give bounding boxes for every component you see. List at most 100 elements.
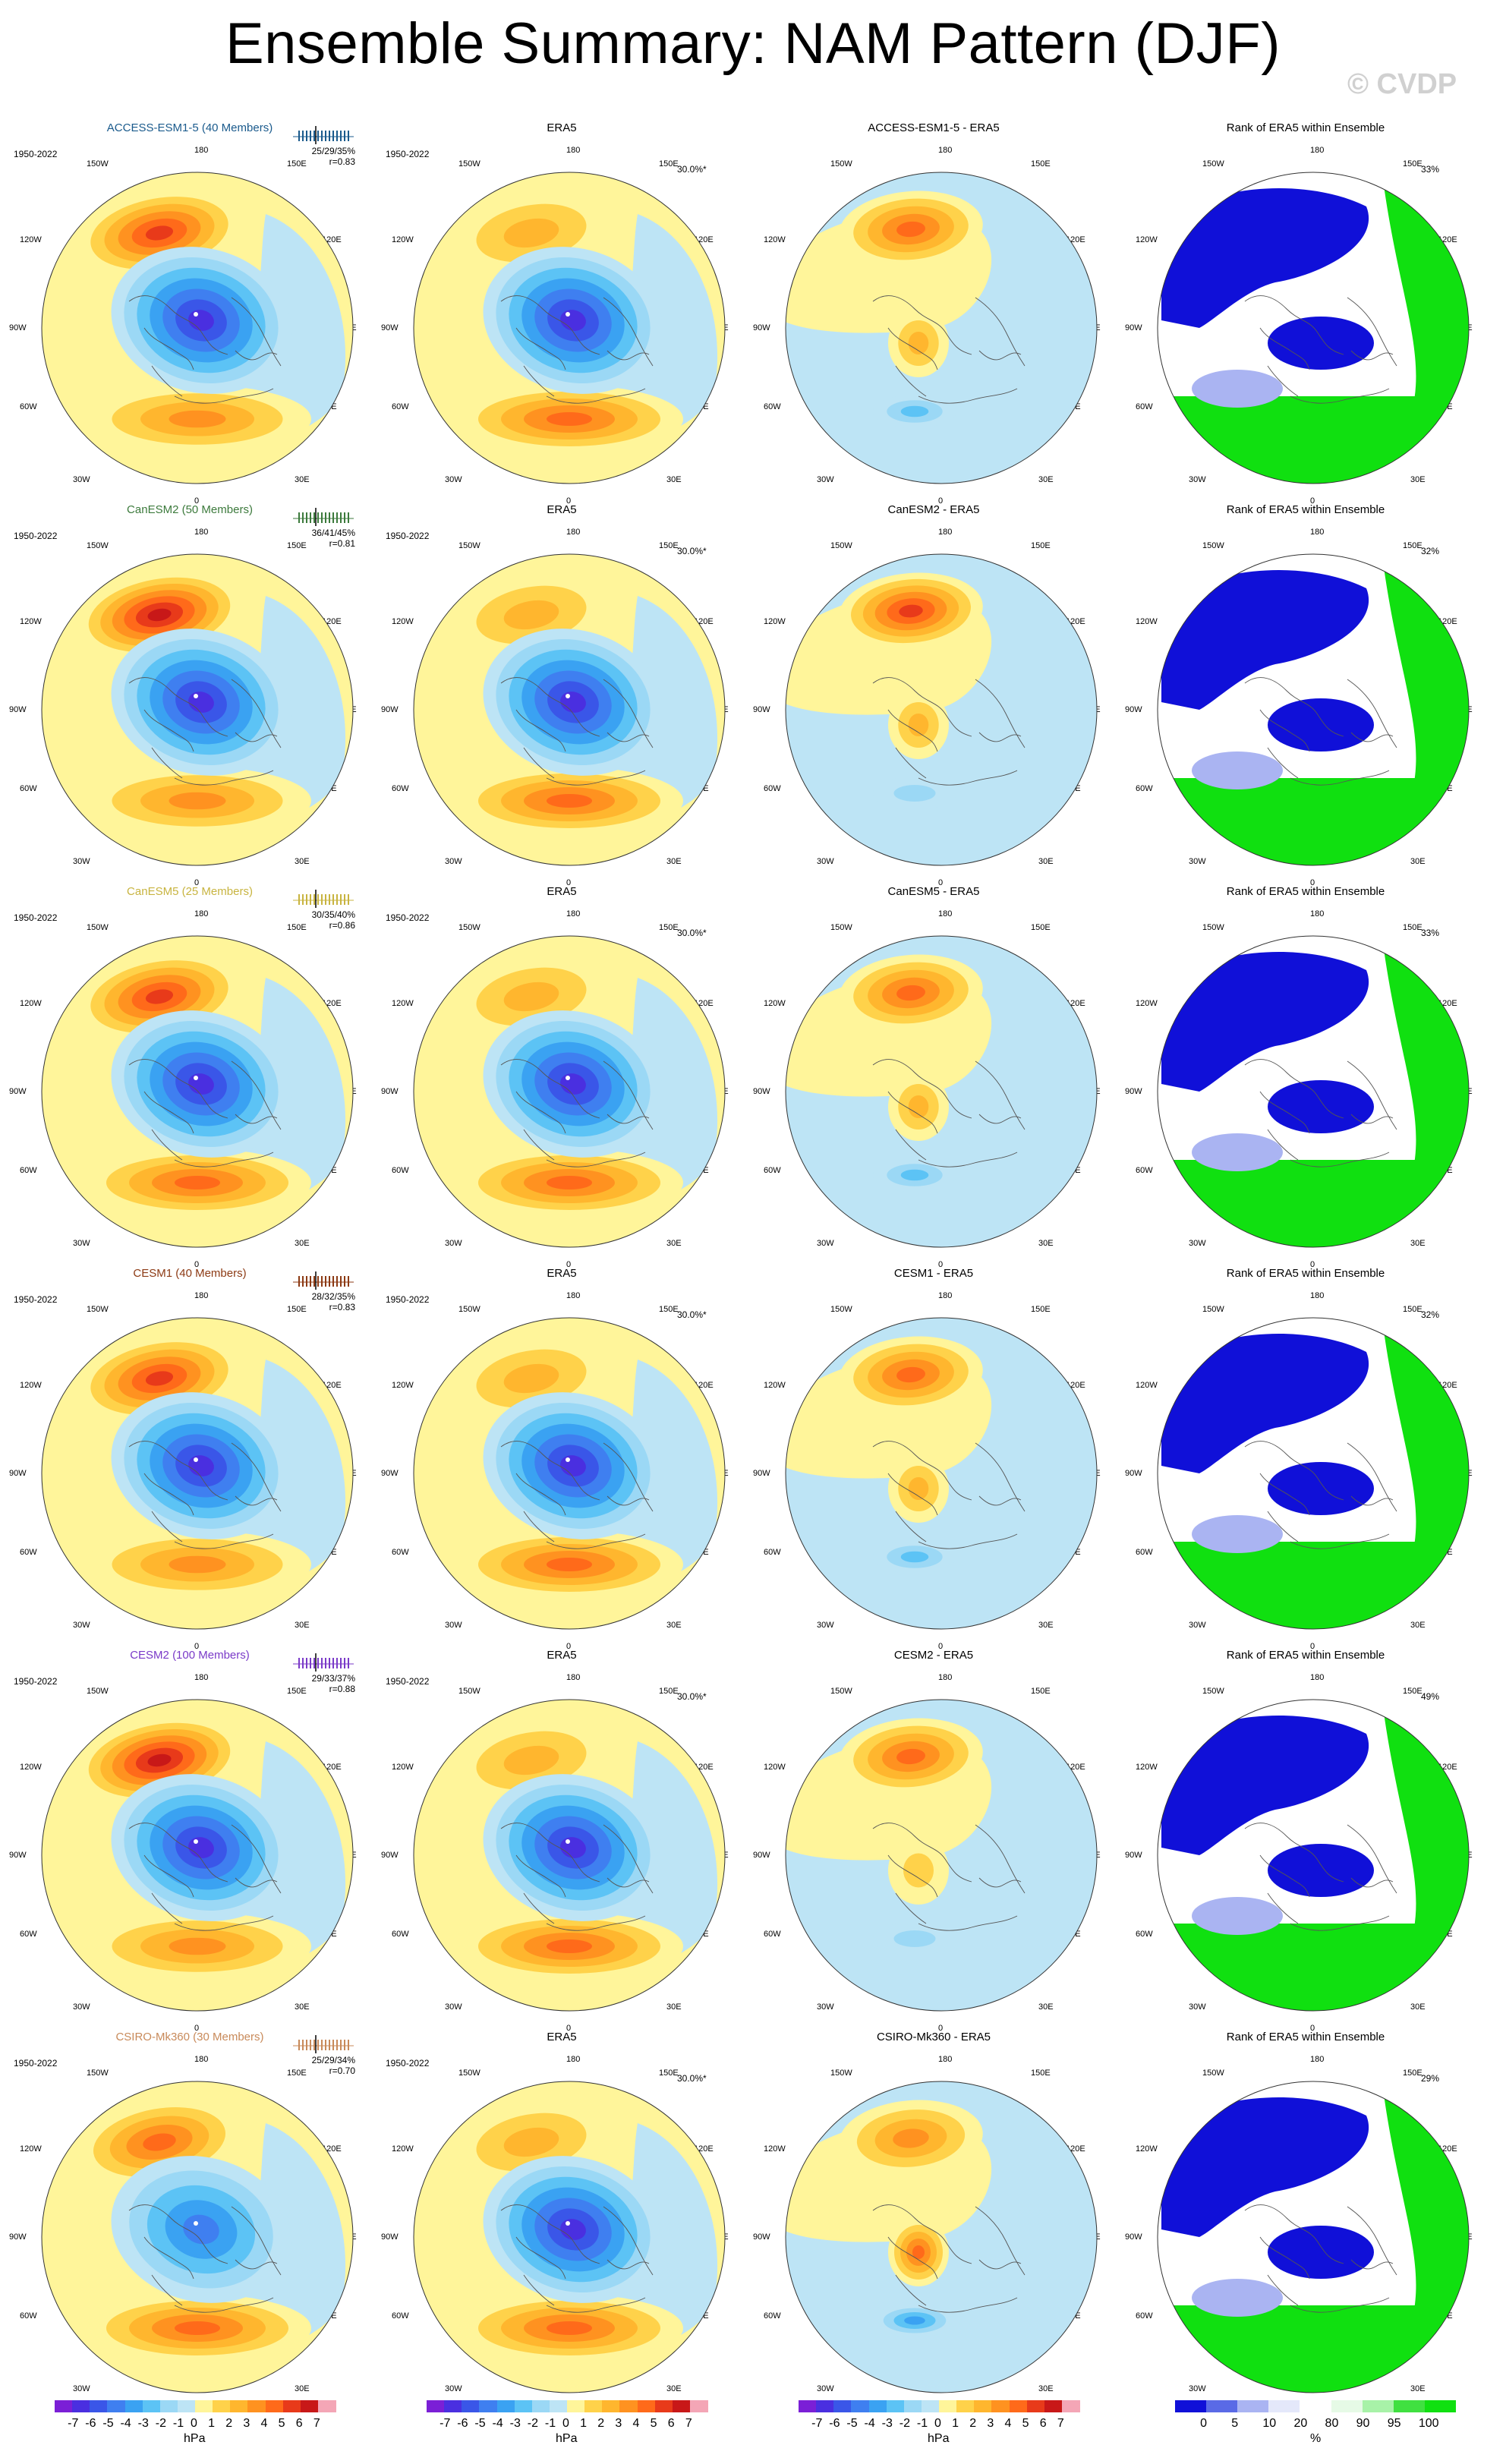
stats-percentiles: 29/33/37% <box>311 1673 355 1684</box>
stats-correlation: r=0.81 <box>329 538 355 549</box>
longitude-label: 60W <box>1136 2311 1153 2321</box>
coastline <box>174 1152 274 1167</box>
coastline <box>1244 1441 1344 1501</box>
map-boundary <box>41 172 354 484</box>
colorbar-swatch <box>886 2400 905 2412</box>
coastline <box>515 2236 566 2280</box>
colorbar-swatch <box>1362 2400 1394 2412</box>
low-anomaly-contour <box>900 1551 929 1563</box>
colorbar-swatch <box>531 2400 550 2412</box>
coastline <box>231 2206 282 2276</box>
longitude-label: 0 <box>938 878 944 887</box>
colorbar-tick-label: 6 <box>295 2417 303 2430</box>
longitude-label: 30W <box>73 857 90 866</box>
longitude-label: 150E <box>287 541 307 550</box>
panel-title: ERA5 <box>547 1267 577 1280</box>
colorbar-unit: hPa <box>184 2432 206 2445</box>
colorbar-tick-label: 5 <box>1231 2417 1239 2430</box>
north-pole-marker <box>566 1839 570 1844</box>
coastline <box>978 1877 1022 1888</box>
high-anomaly-contour <box>147 1753 172 1767</box>
colorbar-swatch <box>177 2400 196 2412</box>
longitude-label: 60W <box>1136 784 1153 793</box>
high-anomaly-contour <box>145 225 174 241</box>
colorbar-swatch <box>1268 2400 1300 2412</box>
longitude-label: 30W <box>73 2384 90 2393</box>
longitude-label: 30W <box>73 1239 90 1248</box>
high-anomaly-contour <box>503 2127 559 2157</box>
high-anomaly-contour <box>145 1371 174 1386</box>
coastline <box>603 679 654 748</box>
longitude-label: 90W <box>9 1087 27 1096</box>
colorbar-tick-label: -7 <box>811 2417 823 2430</box>
map-boundary <box>41 553 354 866</box>
longitude-label: 150E <box>287 2069 307 2078</box>
longitude-label: 180 <box>938 146 953 155</box>
coastline <box>1347 1442 1397 1512</box>
coastline <box>603 1060 654 1130</box>
mid-rank-region <box>1192 1515 1283 1553</box>
longitude-label: 150W <box>458 1305 480 1314</box>
longitude-label: 60W <box>764 2311 781 2321</box>
low-rank-region <box>1268 698 1374 751</box>
map-boundary <box>41 935 354 1248</box>
coastline <box>1350 1877 1394 1888</box>
longitude-label: 120W <box>20 235 42 244</box>
coastline <box>1290 1915 1390 1931</box>
coastline <box>500 1441 600 1501</box>
colorbar-tick-label: -5 <box>102 2417 114 2430</box>
longitude-label: 150W <box>830 923 852 932</box>
colorbar-swatch <box>265 2400 284 2412</box>
colorbar-tick-label: 0 <box>191 2417 197 2430</box>
period-label: 1950-2022 <box>14 531 58 541</box>
longitude-label: 60W <box>392 1930 409 1939</box>
longitude-label: 180 <box>566 528 581 537</box>
panel-title: CSIRO-Mk360 (30 Members) <box>115 2031 264 2043</box>
coastline <box>918 1152 1018 1167</box>
high-anomaly-contour <box>893 2128 929 2148</box>
colorbar-tick-label: -4 <box>492 2417 503 2430</box>
colorbar-swatch <box>1237 2400 1269 2412</box>
polar-map <box>413 935 726 1248</box>
member-spread-indicator <box>293 508 354 526</box>
coastline <box>918 770 1018 786</box>
longitude-label: 120W <box>20 1763 42 1772</box>
longitude-label: 150W <box>87 2069 109 2078</box>
colorbar-swatch <box>317 2400 336 2412</box>
longitude-label: 150E <box>1031 923 1051 932</box>
longitude-label: 150E <box>1031 1687 1051 1696</box>
diff-panel: CSIRO-Mk360 - ERA5 180 150W 150E 120W 120E 90W… <box>751 2031 1116 2415</box>
colorbar-tick-label: 20 <box>1293 2417 1308 2430</box>
coastline <box>143 1854 194 1898</box>
low-rank-region <box>1268 317 1374 370</box>
polar-map <box>1157 553 1470 866</box>
variance-explained: 30.0%* <box>677 546 707 556</box>
coastline <box>887 1473 938 1516</box>
era5-panel: ERA5 1950-2022 30.0%* 180 150W 150E 120W 120E 90… <box>380 2031 744 2415</box>
colorbar-tick-label: -2 <box>527 2417 538 2430</box>
high-anomaly-contour <box>147 608 172 622</box>
polar-map <box>785 553 1098 866</box>
longitude-label: 150W <box>458 541 480 550</box>
page-title: Ensemble Summary: NAM Pattern (DJF) <box>225 11 1281 76</box>
longitude-label: 150E <box>659 1687 679 1696</box>
longitude-label: 150W <box>830 541 852 550</box>
longitude-label: 0 <box>938 1642 944 1651</box>
map-boundary <box>413 1317 726 1630</box>
colorbar-swatch <box>124 2400 143 2412</box>
coastline <box>1267 1511 1299 1542</box>
longitude-label: 0 <box>1310 878 1315 887</box>
coastline <box>606 732 650 742</box>
coastline <box>151 365 183 397</box>
colorbar-swatch <box>602 2400 620 2412</box>
coastline <box>235 1877 278 1888</box>
longitude-label: 60W <box>764 784 781 793</box>
longitude-label: 150E <box>1031 541 1051 550</box>
era5-panel: ERA5 1950-2022 30.0%* 180 150W 150E 120W 120E 90… <box>380 1649 744 2033</box>
longitude-label: 120W <box>392 2144 414 2154</box>
high-anomaly-contour <box>503 1745 559 1776</box>
longitude-label: 30E <box>295 1239 310 1248</box>
colorbar-tick-label: 3 <box>615 2417 622 2430</box>
variance-explained: 30.0%* <box>677 928 707 938</box>
coastline <box>1350 732 1394 742</box>
